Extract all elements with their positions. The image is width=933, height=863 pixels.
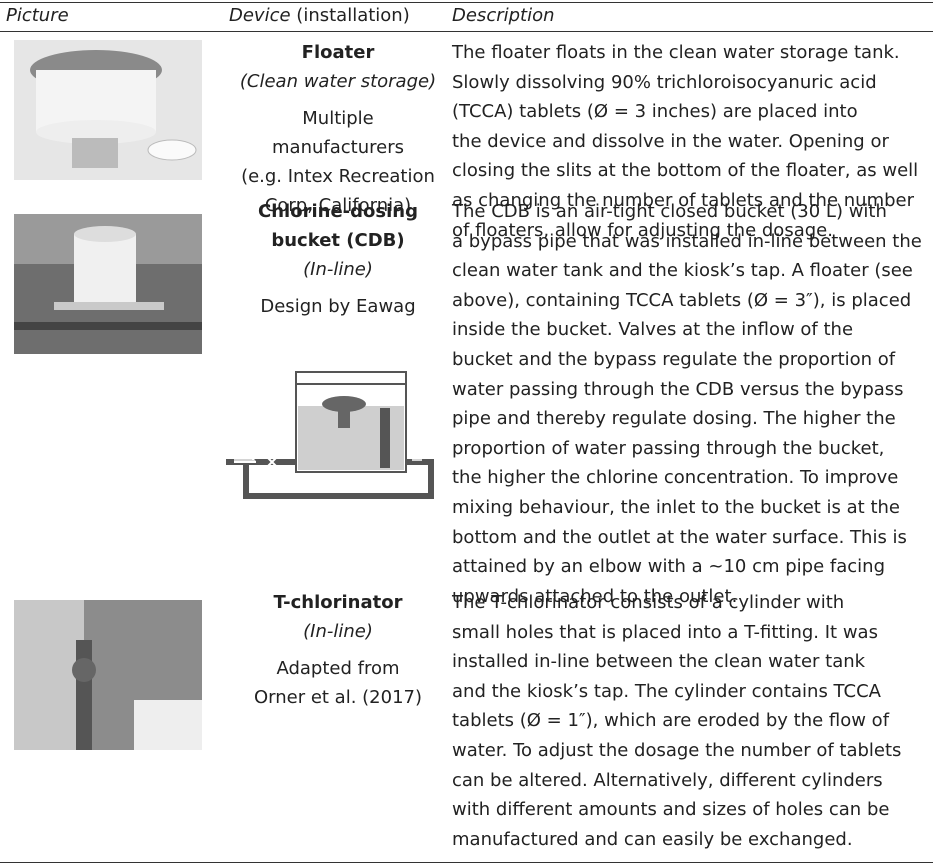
header-device-label: Device [229, 5, 291, 26]
description-line: and the kiosk’s tap. The cylinder contai… [452, 680, 881, 702]
description-line: water. To adjust the dosage the number o… [452, 739, 902, 761]
photo-t-chlorinator [14, 600, 202, 750]
header-rule [0, 31, 933, 32]
top-rule [0, 2, 933, 3]
device-source: Multiple manufacturers (e.g. Intex Recreat… [222, 104, 454, 220]
source-line: Adapted from [276, 658, 400, 679]
description-line: above), containing TCCA tablets (Ø = 3″)… [452, 289, 912, 311]
description-line: pipe and thereby regulate dosing. The hi… [452, 408, 896, 430]
source-line: (e.g. Intex Recreation [241, 166, 435, 187]
description-line: with different amounts and sizes of hole… [452, 799, 890, 821]
description-line: upwards attached to the outlet. [452, 585, 738, 607]
description-line: as changing the number of tablets and th… [452, 189, 915, 211]
description-line: water passing through the CDB versus the… [452, 378, 904, 400]
description-line: bucket and the bypass regulate the propo… [452, 348, 896, 370]
description-line: mixing behaviour, the inlet to the bucke… [452, 496, 900, 518]
description-line: the higher the chlorine concentration. T… [452, 467, 899, 489]
description-line: bottom and the outlet at the water surfa… [452, 526, 907, 548]
header-device-note: (installation) [296, 5, 410, 26]
description-line: of floaters, allow for adjusting the dos… [452, 219, 833, 241]
description-line: attained by an elbow with a ~10 cm pipe … [452, 556, 885, 578]
device-cell: Chlorine-dosing bucket (CDB) (In-line) Desi… [222, 197, 454, 321]
description-line: can be altered. Alternatively, different… [452, 769, 883, 791]
device-name: Floater [301, 42, 375, 63]
description-line: The CDB is an air-tight closed bucket (3… [452, 201, 887, 222]
description-line: Slowly dissolving 90% trichloroisocyanur… [452, 71, 877, 93]
description-line: The floater floats in the clean water st… [452, 42, 900, 63]
cdb-diagram [226, 371, 434, 499]
description-cell: The floater floats in the clean water st… [452, 38, 932, 245]
device-source: Design by Eawag [222, 292, 454, 321]
source-line: manufacturers [272, 137, 404, 158]
description-line: closing the slits at the bottom of the f… [452, 160, 919, 182]
description-line: proportion of water passing through the … [452, 437, 885, 459]
device-name: T-chlorinator [273, 592, 403, 613]
device-installation: (In-line) [303, 621, 373, 642]
description-line: The T-chlorinator consists of a cylinder… [452, 592, 845, 613]
device-cell: Floater (Clean water storage) Multiple manu… [222, 38, 454, 220]
source-line: Orner et al. (2017) [253, 687, 423, 708]
source-line: Multiple [302, 108, 374, 129]
description-line: (TCCA) tablets (Ø = 3 inches) are placed… [452, 101, 858, 123]
header-picture: Picture [6, 5, 69, 26]
device-installation: (In-line) [303, 259, 373, 280]
description-line: inside the bucket. Valves at the inflow … [452, 319, 854, 341]
description-line: small holes that is placed into a T-fitt… [452, 621, 878, 643]
device-name: bucket (CDB) [271, 230, 405, 251]
device-installation: (Clean water storage) [239, 71, 437, 92]
source-line: Corp, California) [264, 195, 412, 216]
device-source: Adapted from Orner et al. (2017) [222, 654, 454, 712]
description-line: clean water tank and the kiosk’s tap. A … [452, 260, 913, 282]
header-description: Description [452, 5, 555, 26]
header-device: Device (installation) [229, 3, 410, 29]
description-cell: The CDB is an air-tight closed bucket (3… [452, 197, 932, 611]
description-line: tablets (Ø = 1″), which are eroded by th… [452, 710, 890, 732]
description-line: manufactured and can easily be exchanged… [452, 828, 853, 850]
source-line: Design by Eawag [260, 296, 416, 317]
description-line: the device and dissolve in the water. Op… [452, 130, 889, 152]
device-name: Chlorine-dosing [258, 201, 418, 222]
photo-cdb [14, 214, 202, 354]
description-line: installed in-line between the clean wate… [452, 651, 866, 673]
description-cell: The T-chlorinator consists of a cylinder… [452, 588, 932, 854]
description-line: a bypass pipe that was installed in-line… [452, 230, 922, 252]
photo-floater [14, 40, 202, 180]
device-cell: T-chlorinator (In-line) Adapted from Orner … [222, 588, 454, 712]
